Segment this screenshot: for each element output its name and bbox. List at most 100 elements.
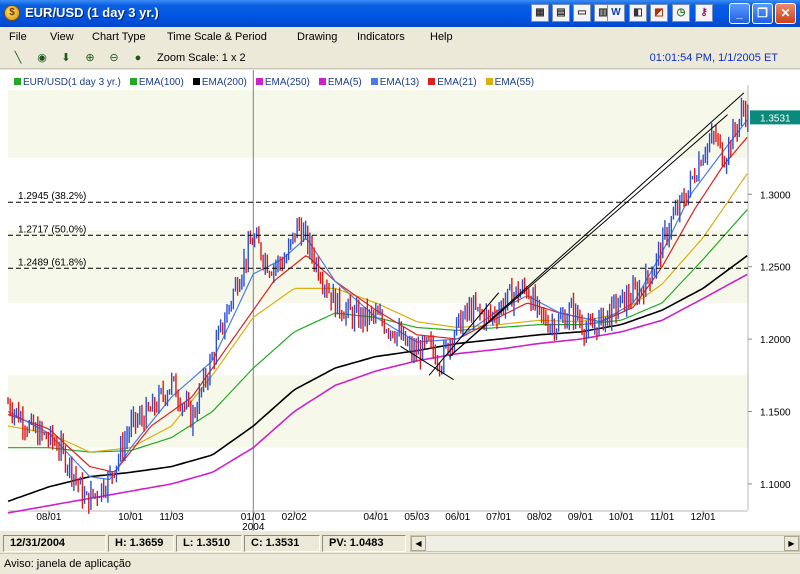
x-tick-label: 07/01 — [486, 512, 511, 523]
dot-icon[interactable]: ● — [134, 52, 142, 64]
status-low: L: 1.3510 — [176, 535, 242, 552]
x-tick-label: 08/01 — [36, 512, 61, 523]
price-chart[interactable]: 1.2945 (38.2%) 1.2717 (50.0%) 1.2489 (61.8… — [0, 70, 800, 533]
scroll-left-icon[interactable]: ◀ — [411, 536, 426, 551]
x-tick-label: 11/01 — [650, 512, 675, 523]
x-tick-label: 09/01 — [568, 512, 593, 523]
zoom-in-icon[interactable]: ⊕ — [85, 52, 95, 64]
arrow-down-icon[interactable]: ⬇ — [61, 52, 71, 64]
legend-label: EMA(55) — [494, 77, 535, 88]
chart-legend: EUR/USD(1 day 3 yr.) EMA(100) EMA(200) EMA(… — [14, 76, 543, 90]
tool-bar: ╲ ◉ ⬇ ⊕ ⊖ ● Zoom Scale: 1 x 2 01:01:54 P… — [0, 47, 800, 69]
y-tick-label: 1.1500 — [760, 408, 791, 419]
info-message: Aviso: janela de aplicação — [4, 558, 131, 570]
chart-band — [8, 302, 748, 376]
legend-item[interactable]: EMA(5) — [318, 77, 362, 88]
x-tick-label: 05/03 — [404, 512, 429, 523]
trendline-channel-top — [449, 92, 745, 357]
fib-label: 1.2489 (61.8%) — [18, 257, 86, 268]
app-logo-icon[interactable]: $ — [4, 5, 20, 21]
legend-item[interactable]: EUR/USD(1 day 3 yr.) — [14, 77, 121, 88]
legend-label: EMA(200) — [201, 77, 247, 88]
draw-line-icon[interactable]: ╲ — [14, 52, 22, 64]
zoom-out-icon[interactable]: ⊖ — [109, 52, 119, 64]
menu-chart-type[interactable]: Chart Type — [92, 31, 146, 43]
title-bar[interactable]: $ EUR/USD (1 day 3 yr.) ▦ ▤ ▭ ▥ W ◧ ◩ ◷ … — [0, 0, 800, 27]
y-tick-label: 1.2000 — [760, 335, 791, 346]
legend-swatch — [192, 78, 200, 85]
chart-band — [8, 375, 748, 448]
legend-label: EMA(21) — [437, 77, 477, 88]
format-icon[interactable]: ▦ — [531, 4, 549, 22]
status-pv: PV: 1.0483 — [322, 535, 406, 552]
maximize-button[interactable]: ❐ — [752, 3, 773, 24]
status-date: 12/31/2004 — [3, 535, 106, 552]
x-tick-label: 06/01 — [445, 512, 470, 523]
x-tick-label: 10/01 — [118, 512, 143, 523]
legend-item[interactable]: EMA(13) — [370, 77, 420, 88]
fib-label: 1.2945 (38.2%) — [18, 191, 86, 202]
clock-icon[interactable]: ◷ — [672, 4, 690, 22]
key-icon[interactable]: ⚷ — [695, 4, 713, 22]
close-button[interactable]: ✕ — [775, 3, 796, 24]
legend-swatch — [318, 78, 326, 85]
menu-indicators[interactable]: Indicators — [357, 31, 405, 43]
trendline-triangle-leg-b — [428, 292, 499, 376]
legend-swatch — [428, 78, 436, 85]
menu-file[interactable]: File — [9, 31, 27, 43]
x-tick-label: 01/01 — [241, 512, 266, 523]
folder-icon[interactable]: ▭ — [573, 4, 591, 22]
trendline-triangle-leg-a — [400, 345, 454, 381]
legend-item[interactable]: EMA(100) — [129, 77, 184, 88]
chart-band — [8, 447, 748, 510]
menu-help[interactable]: Help — [430, 31, 453, 43]
y-tick-label: 1.3000 — [760, 190, 791, 201]
legend-item[interactable]: EMA(200) — [192, 77, 247, 88]
x-tick-label: 04/01 — [363, 512, 388, 523]
document-icon[interactable]: ▤ — [552, 4, 570, 22]
current-price-label: 1.3531 — [760, 113, 791, 124]
legend-item[interactable]: EMA(55) — [485, 77, 535, 88]
scroll-right-icon[interactable]: ▶ — [784, 536, 799, 551]
menu-time-scale[interactable]: Time Scale & Period — [167, 31, 267, 43]
x-tick-label: 02/02 — [282, 512, 307, 523]
info-bar: Aviso: janela de aplicação — [0, 553, 800, 574]
target-icon[interactable]: ◉ — [37, 52, 47, 64]
x-tick-label: 11/03 — [159, 512, 184, 523]
legend-item[interactable]: EMA(250) — [255, 77, 310, 88]
current-price-box — [750, 110, 800, 125]
datetime-display: 01:01:54 PM, 1/1/2005 ET — [649, 52, 778, 64]
minimize-button[interactable]: _ — [729, 3, 750, 24]
x-tick-label: 10/01 — [609, 512, 634, 523]
status-high: H: 1.3659 — [108, 535, 174, 552]
fib-label: 1.2717 (50.0%) — [18, 224, 86, 235]
x-tick-label: 12/01 — [691, 512, 716, 523]
legend-swatch — [14, 78, 21, 85]
menu-bar: File View Chart Type Time Scale & Period… — [0, 27, 800, 47]
x-tick-label: 08/02 — [527, 512, 552, 523]
zoom-scale-label: Zoom Scale: 1 x 2 — [157, 52, 246, 64]
page-icon[interactable]: ◧ — [629, 4, 647, 22]
legend-label: EMA(5) — [327, 77, 362, 88]
legend-swatch — [370, 78, 378, 85]
status-close: C: 1.3531 — [244, 535, 320, 552]
legend-swatch — [129, 78, 137, 85]
menu-drawing[interactable]: Drawing — [297, 31, 338, 43]
legend-label: EMA(13) — [379, 77, 420, 88]
ema250-line — [7, 273, 748, 514]
y-tick-label: 1.1000 — [760, 480, 791, 491]
chart-band — [8, 90, 748, 159]
menu-view[interactable]: View — [50, 31, 74, 43]
chart-area[interactable]: 1.2945 (38.2%) 1.2717 (50.0%) 1.2489 (61.8… — [0, 70, 800, 533]
chart-band — [8, 230, 748, 303]
excel-icon[interactable]: ◩ — [650, 4, 668, 22]
horizontal-scrollbar[interactable]: ◀ ▶ — [410, 535, 800, 552]
word-icon[interactable]: W — [607, 4, 625, 22]
ema200-line — [7, 255, 748, 503]
chart-band — [8, 158, 748, 231]
year-label: 2004 — [242, 522, 265, 531]
legend-swatch — [485, 78, 493, 85]
window-title: EUR/USD (1 day 3 yr.) — [25, 5, 159, 20]
legend-item[interactable]: EMA(21) — [428, 77, 477, 88]
